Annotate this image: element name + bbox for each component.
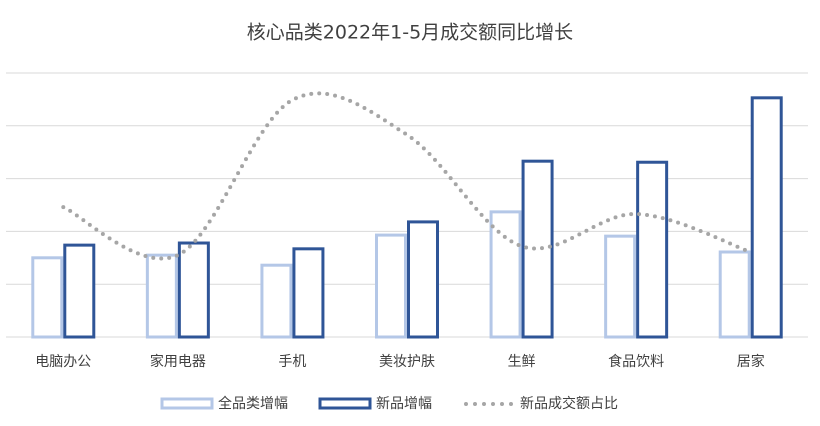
bar	[292, 247, 325, 339]
bar	[604, 234, 637, 339]
chart-title: 核心品类2022年1-5月成交额同比增长	[247, 22, 573, 44]
bar	[636, 160, 669, 339]
bar	[521, 159, 554, 339]
x-tick-label: 食品饮料	[608, 353, 664, 370]
bar	[407, 220, 439, 339]
bar	[260, 263, 293, 339]
x-tick-label: 电脑办公	[35, 354, 91, 370]
legend-label: 新品成交额占比	[520, 395, 618, 412]
legend-label: 全品类增幅	[218, 395, 288, 412]
bar	[31, 256, 64, 339]
legend-label: 新品增幅	[376, 396, 432, 412]
bar	[375, 233, 407, 339]
bar	[63, 243, 96, 339]
x-tick-label: 生鲜	[508, 354, 536, 370]
bar	[489, 210, 522, 339]
x-tick-label: 家用电器	[150, 353, 206, 370]
bar	[718, 250, 751, 339]
legend-marker	[318, 397, 372, 410]
bar	[750, 96, 783, 339]
x-tick-label: 居家	[737, 353, 765, 370]
bar	[145, 253, 178, 339]
legend-marker	[160, 397, 214, 410]
x-tick-label: 手机	[278, 354, 306, 370]
line	[61, 91, 753, 261]
bar	[177, 241, 210, 339]
x-tick-label: 美妆护肤	[379, 354, 435, 370]
